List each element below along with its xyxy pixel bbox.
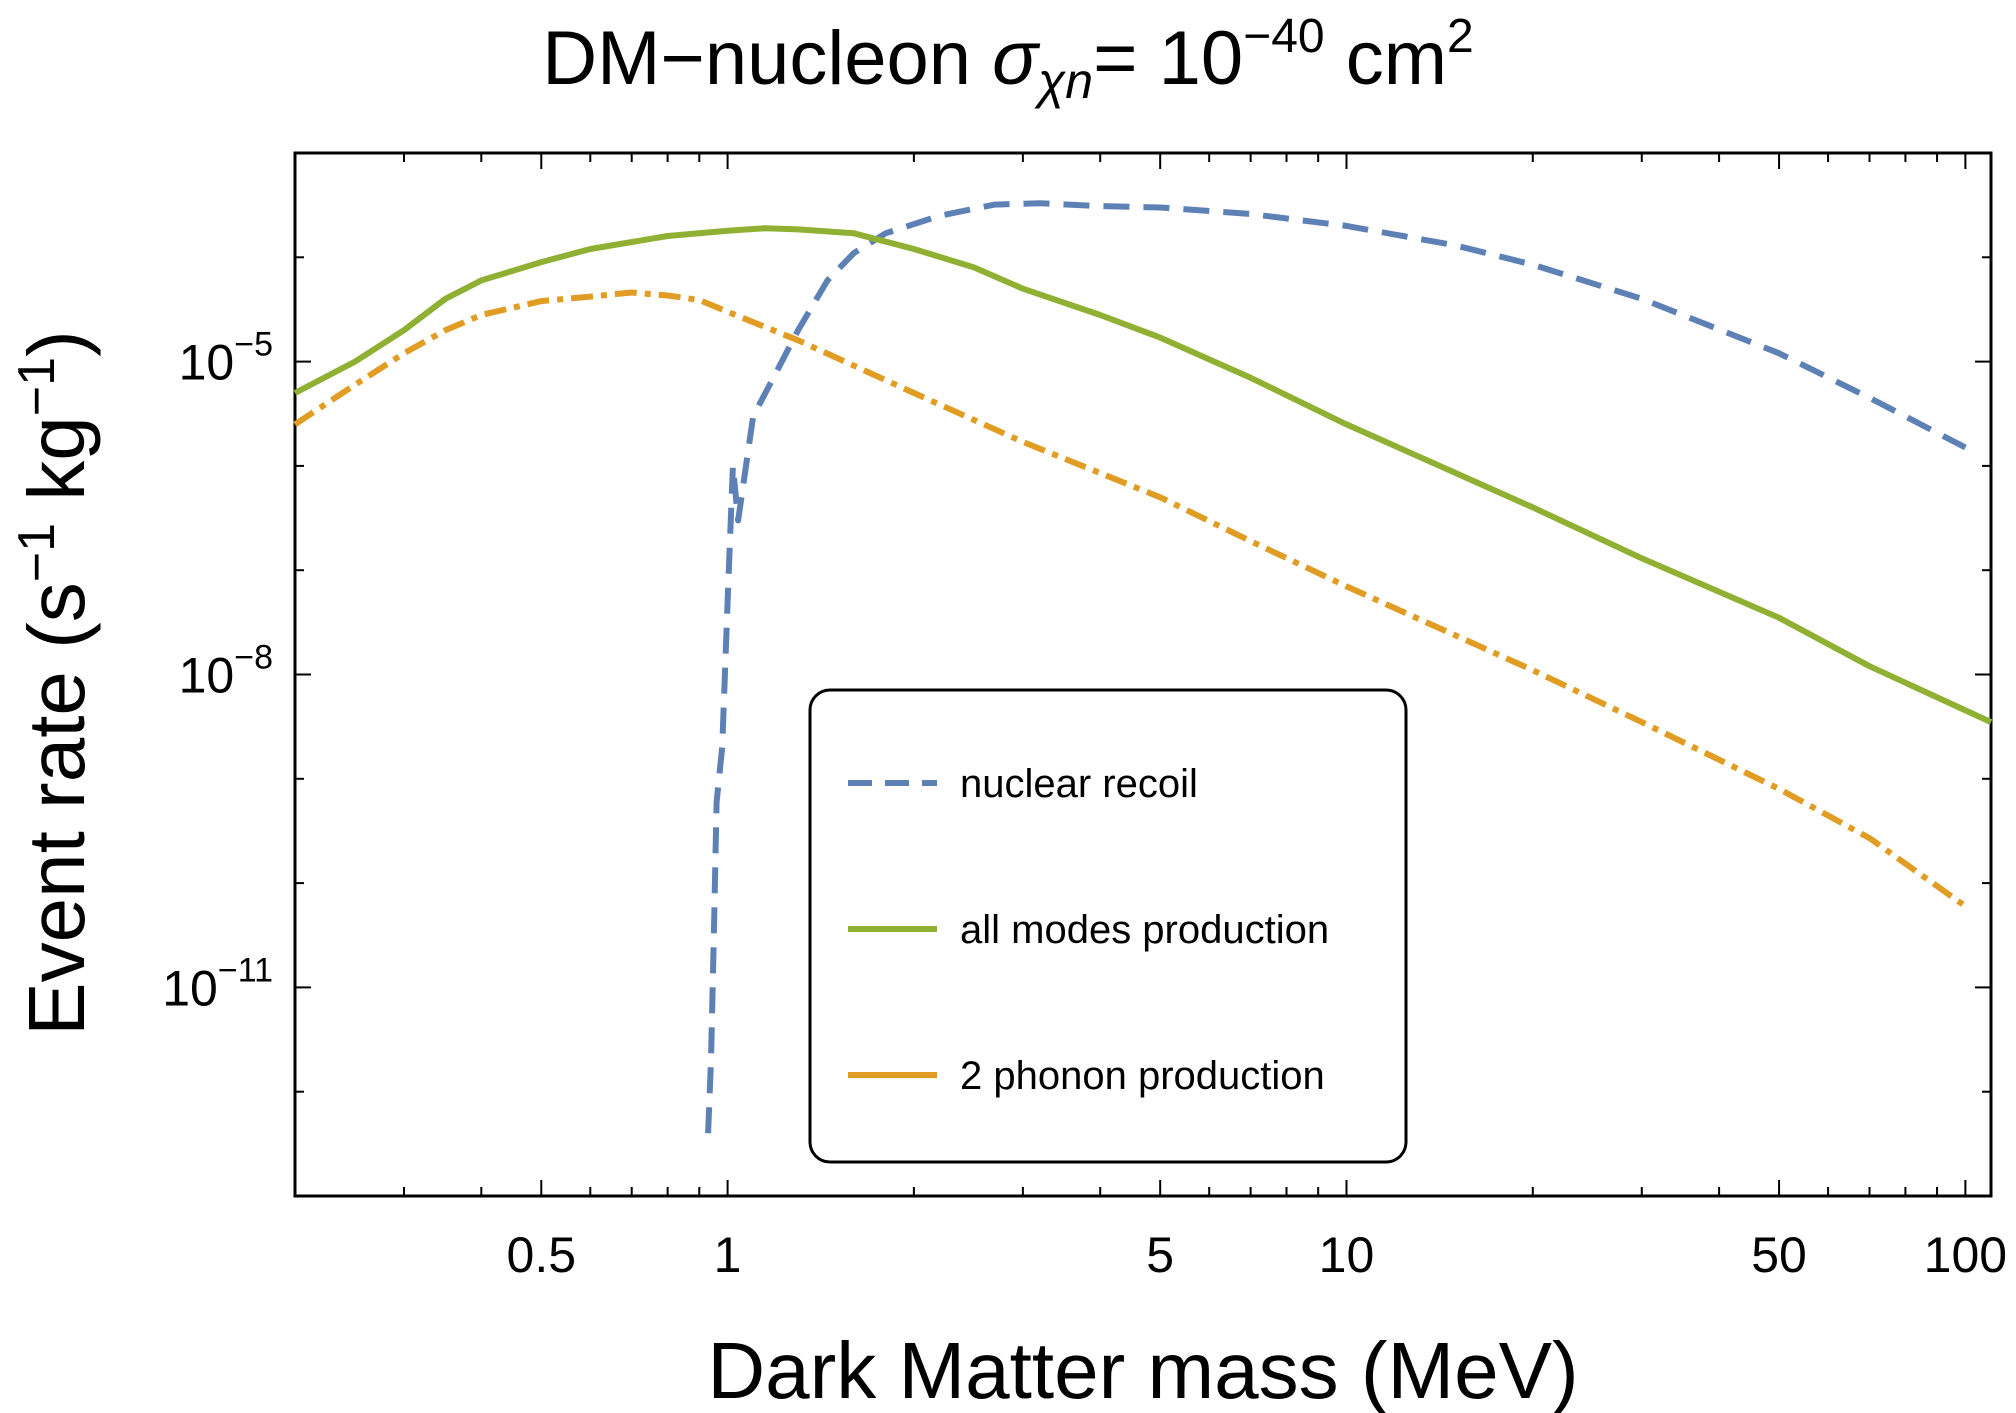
x-tick-label: 100: [1924, 1227, 2007, 1283]
legend-label-nuclear-recoil: nuclear recoil: [960, 762, 1198, 806]
x-tick-label: 0.5: [507, 1227, 577, 1283]
series-lines: [293, 200, 1993, 1134]
axis-ticks: [294, 152, 1991, 1197]
x-tick-label: 1: [714, 1227, 742, 1283]
legend-box: [808, 688, 1408, 1164]
x-tick-labels: 0.5 1 5 10 50 100: [507, 1227, 2008, 1283]
legend-label-2-phonon-production: 2 phonon production: [960, 1054, 1325, 1098]
series-line-all-modes-production: [293, 225, 1993, 725]
x-tick-label: 50: [1751, 1227, 1807, 1283]
x-tick-label: 5: [1146, 1227, 1174, 1283]
chart-title: DM−nucleon σχn= 10−40 cm2: [542, 10, 1473, 109]
y-tick-label: 10−8: [179, 639, 273, 704]
y-axis-title: Event rate (s−1 kg−1): [8, 330, 101, 1035]
y-tick-label: 10−5: [179, 326, 273, 391]
y-tick-label: 10−11: [162, 951, 273, 1016]
series-line-2-phonon-production: [293, 289, 1968, 909]
x-tick-label: 10: [1319, 1227, 1375, 1283]
x-axis-title: Dark Matter mass (MeV): [707, 1326, 1578, 1413]
y-tick-labels: 10−5 10−8 10−11: [162, 326, 273, 1017]
legend: nuclear recoil all modes production 2 ph…: [808, 688, 1408, 1164]
series-line-nuclear-recoil: [705, 200, 1967, 1134]
legend-label-all-modes-production: all modes production: [960, 908, 1329, 952]
